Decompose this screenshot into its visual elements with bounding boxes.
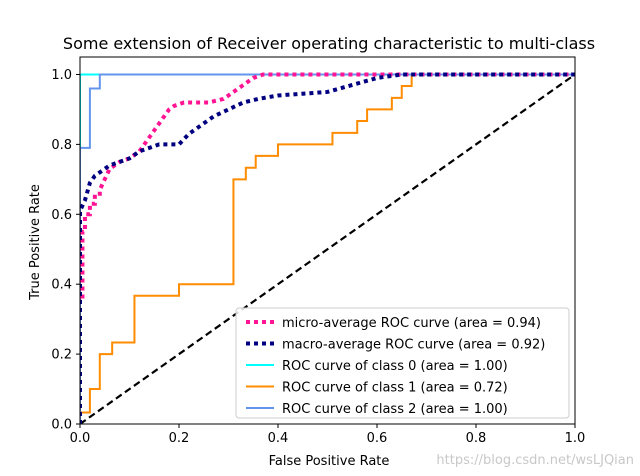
series-line-chance bbox=[80, 73, 575, 424]
y-axis-title: True Positive Rate bbox=[28, 184, 43, 301]
y-tick-label: 0.2 bbox=[51, 348, 72, 363]
x-tick-label: 1.0 bbox=[565, 431, 586, 446]
axes-frame bbox=[79, 56, 576, 425]
chart-title: Some extension of Receiver operating cha… bbox=[63, 34, 595, 53]
x-tick-label: 0.8 bbox=[466, 431, 487, 446]
y-tick-label: 0.0 bbox=[51, 418, 72, 433]
x-tick-label: 0.4 bbox=[268, 431, 289, 446]
series-line-series-0 bbox=[80, 72, 575, 424]
y-tick-label: 0.6 bbox=[51, 208, 72, 223]
x-tick-label: 0.2 bbox=[169, 431, 190, 446]
x-tick-label: 0.6 bbox=[367, 431, 388, 446]
y-tick-label: 1.0 bbox=[51, 68, 72, 83]
series-line-series-3 bbox=[80, 73, 575, 424]
series-group bbox=[80, 72, 575, 424]
y-tick-label: 0.4 bbox=[51, 278, 72, 293]
legend-box bbox=[235, 307, 570, 419]
series-line-series-4 bbox=[80, 73, 575, 424]
legend-label: ROC curve of class 1 (area = 0.72) bbox=[282, 381, 508, 396]
x-tick-label: 0.0 bbox=[70, 431, 91, 446]
legend-label: ROC curve of class 2 (area = 1.00) bbox=[282, 402, 508, 417]
watermark: https://blog.csdn.net/wsLJQian bbox=[436, 453, 634, 468]
legend-label: micro-average ROC curve (area = 0.94) bbox=[282, 316, 541, 331]
legend-label: macro-average ROC curve (area = 0.92) bbox=[282, 338, 545, 353]
legend-label: ROC curve of class 0 (area = 1.00) bbox=[282, 359, 508, 374]
series-line-series-1 bbox=[80, 72, 575, 424]
y-tick-label: 0.8 bbox=[51, 138, 72, 153]
x-axis-title: False Positive Rate bbox=[269, 454, 390, 469]
legend: micro-average ROC curve (area = 0.94) mac… bbox=[235, 307, 570, 419]
